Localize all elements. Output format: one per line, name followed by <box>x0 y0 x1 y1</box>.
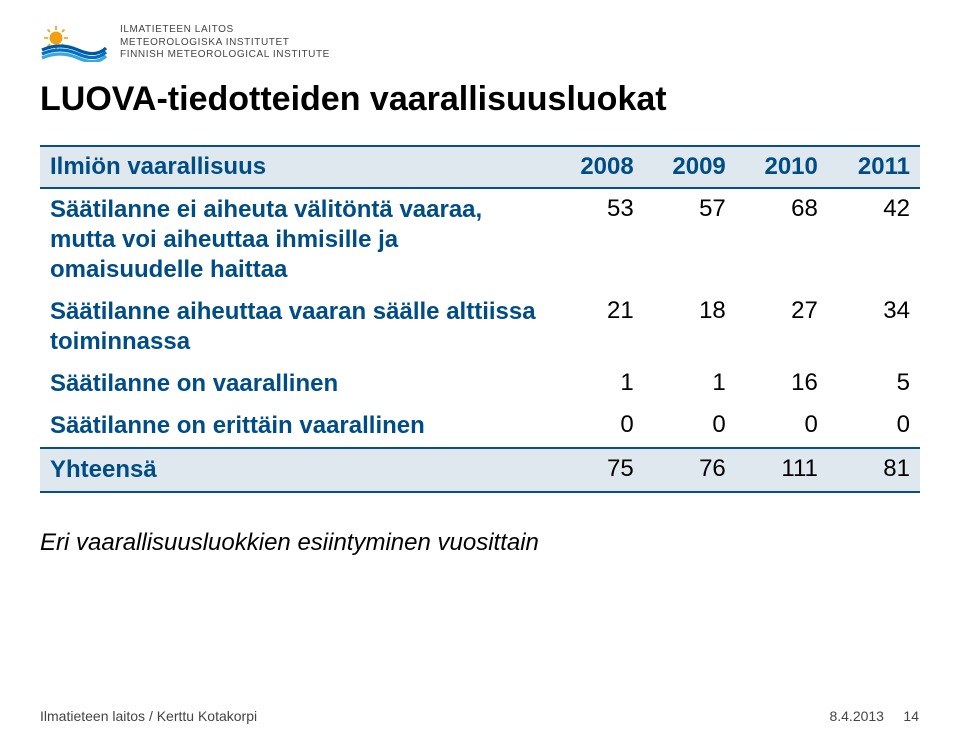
row-label: Säätilanne on erittäin vaarallinen <box>40 405 552 448</box>
hazard-table: Ilmiön vaarallisuus 2008 2009 2010 2011 … <box>40 145 920 493</box>
cell: 0 <box>736 405 828 448</box>
row-label: Säätilanne on vaarallinen <box>40 363 552 405</box>
table-row: Säätilanne aiheuttaa vaaran säälle altti… <box>40 291 920 363</box>
table-header-row: Ilmiön vaarallisuus 2008 2009 2010 2011 <box>40 146 920 188</box>
cell: 68 <box>736 188 828 291</box>
total-label: Yhteensä <box>40 448 552 492</box>
org-name-en: FINNISH METEOROLOGICAL INSTITUTE <box>120 49 330 62</box>
col-header-2008: 2008 <box>552 146 644 188</box>
org-name-text: ILMATIETEEN LAITOS METEOROLOGISKA INSTIT… <box>120 24 330 62</box>
table-caption: Eri vaarallisuusluokkien esiintyminen vu… <box>40 529 919 557</box>
row-label: Säätilanne ei aiheuta välitöntä vaaraa, … <box>40 188 552 291</box>
footer-author: Ilmatieteen laitos / Kerttu Kotakorpi <box>40 708 257 724</box>
table-total-row: Yhteensä 75 76 111 81 <box>40 448 920 492</box>
col-header-2011: 2011 <box>828 146 920 188</box>
footer-date: 8.4.2013 <box>829 708 884 724</box>
cell: 0 <box>552 405 644 448</box>
slide-footer: Ilmatieteen laitos / Kerttu Kotakorpi 8.… <box>40 708 919 724</box>
cell: 0 <box>828 405 920 448</box>
table-row: Säätilanne on erittäin vaarallinen 0 0 0… <box>40 405 920 448</box>
total-cell: 81 <box>828 448 920 492</box>
org-logo-block: ILMATIETEEN LAITOS METEOROLOGISKA INSTIT… <box>40 24 919 62</box>
total-cell: 75 <box>552 448 644 492</box>
row-label: Säätilanne aiheuttaa vaaran säälle altti… <box>40 291 552 363</box>
cell: 0 <box>644 405 736 448</box>
cell: 21 <box>552 291 644 363</box>
footer-right: 8.4.2013 14 <box>829 708 919 724</box>
total-cell: 111 <box>736 448 828 492</box>
fmi-logo-icon <box>40 24 108 62</box>
cell: 27 <box>736 291 828 363</box>
col-header-label: Ilmiön vaarallisuus <box>40 146 552 188</box>
slide: ILMATIETEEN LAITOS METEOROLOGISKA INSTIT… <box>0 0 959 740</box>
total-cell: 76 <box>644 448 736 492</box>
cell: 1 <box>644 363 736 405</box>
cell: 16 <box>736 363 828 405</box>
slide-title: LUOVA-tiedotteiden vaarallisuusluokat <box>40 80 919 119</box>
col-header-2010: 2010 <box>736 146 828 188</box>
cell: 5 <box>828 363 920 405</box>
cell: 53 <box>552 188 644 291</box>
table-row: Säätilanne on vaarallinen 1 1 16 5 <box>40 363 920 405</box>
footer-page-number: 14 <box>903 708 919 724</box>
cell: 42 <box>828 188 920 291</box>
org-name-sv: METEOROLOGISKA INSTITUTET <box>120 37 330 50</box>
cell: 18 <box>644 291 736 363</box>
col-header-2009: 2009 <box>644 146 736 188</box>
cell: 1 <box>552 363 644 405</box>
table-row: Säätilanne ei aiheuta välitöntä vaaraa, … <box>40 188 920 291</box>
cell: 57 <box>644 188 736 291</box>
cell: 34 <box>828 291 920 363</box>
org-name-fi: ILMATIETEEN LAITOS <box>120 24 330 37</box>
